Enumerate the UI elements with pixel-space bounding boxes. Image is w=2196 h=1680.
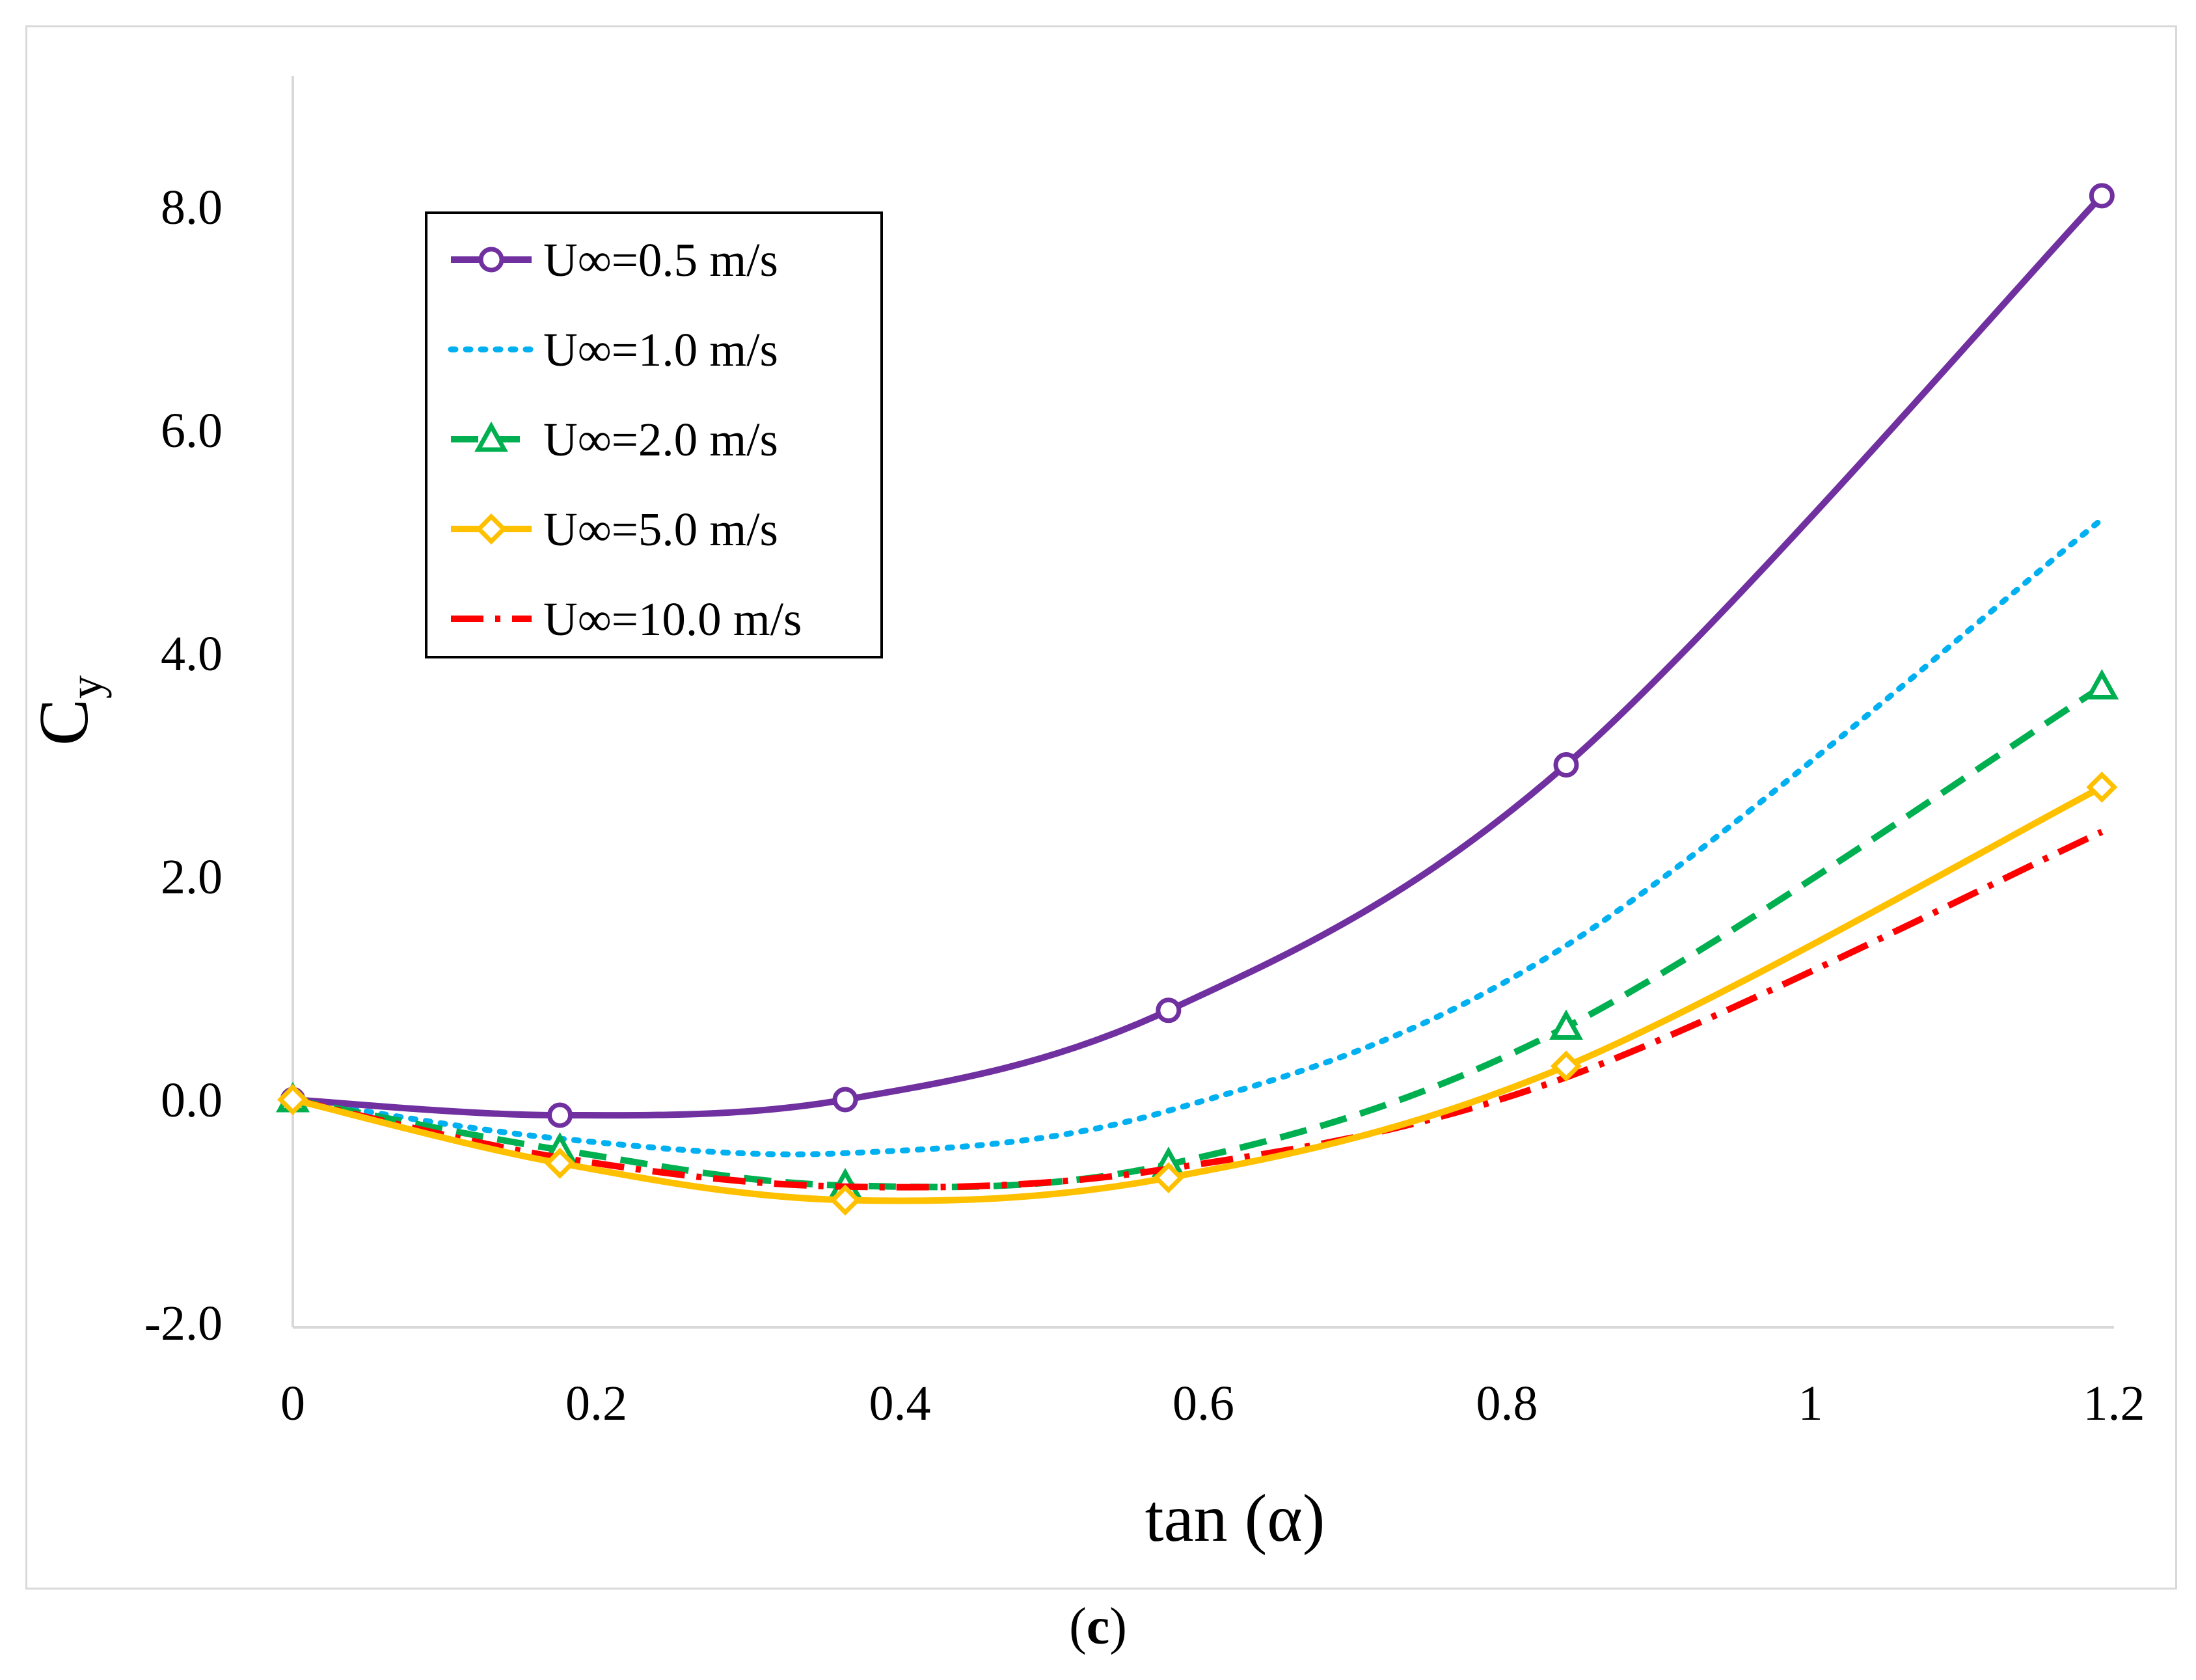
- x-tick-label: 0.2: [565, 1376, 627, 1431]
- legend-label-3: U∞=5.0 m/s: [543, 503, 778, 556]
- legend-item-0: U∞=0.5 m/s: [451, 234, 778, 286]
- series-0-point-2: [832, 1087, 858, 1113]
- series-3-point-2: [830, 1184, 861, 1216]
- series-3-point-5: [2086, 771, 2118, 803]
- legend-box: [425, 211, 883, 658]
- series-3: [277, 771, 2118, 1216]
- y-tick-label: -2.0: [144, 1296, 223, 1351]
- chart-frame: -2.0 0.0 2.0 4.0 6.0 8.0 0 0.2 0.4 0.6 0.8 1 1.2 U∞=…: [25, 25, 2177, 1590]
- series-2-point-5: [2085, 669, 2119, 699]
- figure-caption: (c): [0, 1597, 2196, 1657]
- caption-letter: c: [1086, 1598, 1110, 1655]
- y-tick-label: 0.0: [161, 1073, 223, 1128]
- legend-item-3: U∞=5.0 m/s: [451, 503, 778, 556]
- y-tick-label: 4.0: [161, 627, 223, 681]
- series-3-point-3: [1152, 1162, 1184, 1193]
- y-axis-title-main: C: [27, 699, 103, 746]
- legend-label-2: U∞=2.0 m/s: [543, 413, 778, 466]
- y-tick-label: 2.0: [161, 850, 223, 904]
- legend-marker-3: [476, 513, 507, 545]
- legend-marker-0: [478, 247, 504, 273]
- x-tick-label: 0.4: [869, 1376, 931, 1431]
- legend-marker-2: [474, 421, 508, 452]
- legend-item-2: U∞=2.0 m/s: [451, 413, 778, 466]
- series-3-point-1: [544, 1147, 576, 1179]
- axes-layer: -2.0 0.0 2.0 4.0 6.0 8.0 0 0.2 0.4 0.6 0.8 1 1.2: [144, 76, 2145, 1431]
- series-0-point-4: [1553, 752, 1579, 778]
- y-axis-title-sub: y: [60, 675, 112, 699]
- x-tick-label: 0.6: [1173, 1376, 1234, 1431]
- x-axis-title: tan (α): [1145, 1481, 1325, 1556]
- x-tick-label: 1.2: [2083, 1376, 2145, 1431]
- series-layer: [276, 183, 2119, 1216]
- series-3-point-4: [1551, 1050, 1582, 1082]
- x-tick-label: 0.8: [1476, 1376, 1538, 1431]
- series-3-point-0: [277, 1084, 308, 1115]
- caption-close: ): [1109, 1598, 1127, 1655]
- series-2-point-4: [1549, 1009, 1583, 1040]
- chart-svg: -2.0 0.0 2.0 4.0 6.0 8.0 0 0.2 0.4 0.6 0.8 1 1.2 U∞=…: [27, 76, 2145, 1556]
- y-axis-title: Cy: [27, 675, 112, 746]
- legend-label-1: U∞=1.0 m/s: [543, 323, 778, 376]
- series-4: [291, 828, 2104, 1191]
- y-tick-label: 8.0: [161, 180, 223, 235]
- caption-open: (: [1069, 1598, 1087, 1655]
- legend-label-0: U∞=0.5 m/s: [543, 234, 778, 286]
- legend-item-4: U∞=10.0 m/s: [451, 593, 802, 645]
- series-0-point-1: [547, 1102, 573, 1128]
- series-line-4: [291, 828, 2104, 1191]
- series-0-point-5: [2089, 183, 2115, 209]
- legend-layer: U∞=0.5 m/s U∞=1.0 m/s U∞=2.0 m/s U∞=5.0 m/s…: [425, 211, 883, 658]
- series-0-point-3: [1156, 997, 1182, 1023]
- y-tick-label: 6.0: [161, 403, 223, 458]
- legend-item-1: U∞=1.0 m/s: [448, 323, 778, 376]
- x-tick-label: 0: [280, 1376, 305, 1431]
- legend-label-4: U∞=10.0 m/s: [543, 593, 802, 645]
- x-tick-label: 1: [1798, 1376, 1823, 1431]
